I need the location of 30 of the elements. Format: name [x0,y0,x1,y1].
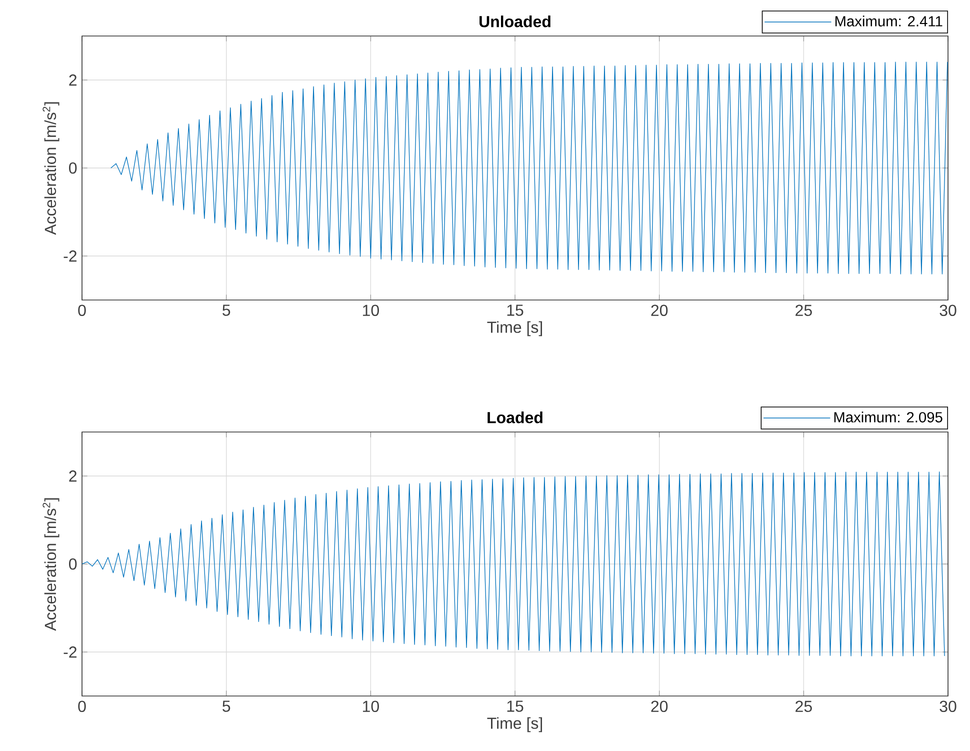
legend-label: Maximum: 2.411 [835,16,942,26]
line-series [82,471,945,656]
x-tick-label: 25 [796,304,812,316]
x-tick-label: 30 [940,700,956,712]
x-tick-label: 0 [78,304,86,316]
x-tick-label: 15 [507,700,524,712]
y-tick-label: 2 [69,470,76,482]
y-tick-label: 2 [69,74,76,86]
x-tick-label: 15 [507,304,524,316]
x-tick-label: 20 [651,700,668,712]
x-axis-title: Time [s] [487,321,542,336]
x-tick-label: 25 [796,700,812,712]
y-axis-title: Acceleration [m/s$^{2}$] [42,102,60,235]
x-tick-label: 0 [78,700,86,712]
y-tick-label: -2 [64,250,76,262]
x-tick-label: 20 [651,304,668,316]
chart-title: Loaded [488,412,542,424]
x-axis-title: Time [s] [487,717,542,732]
x-tick-label: 10 [362,700,379,712]
y-tick-label: 0 [69,558,77,570]
legend-label: Maximum: 2.095 [834,412,942,422]
x-tick-label: 10 [362,304,379,316]
y-tick-label: -2 [64,646,76,658]
x-tick-label: 5 [222,304,230,316]
line-series [110,62,948,274]
y-tick-label: 0 [69,162,77,174]
x-tick-label: 30 [940,304,956,316]
y-axis-title: Acceleration [m/s$^{2}$] [42,498,60,631]
x-tick-label: 5 [222,700,230,712]
chart-title: Unloaded [480,16,550,28]
